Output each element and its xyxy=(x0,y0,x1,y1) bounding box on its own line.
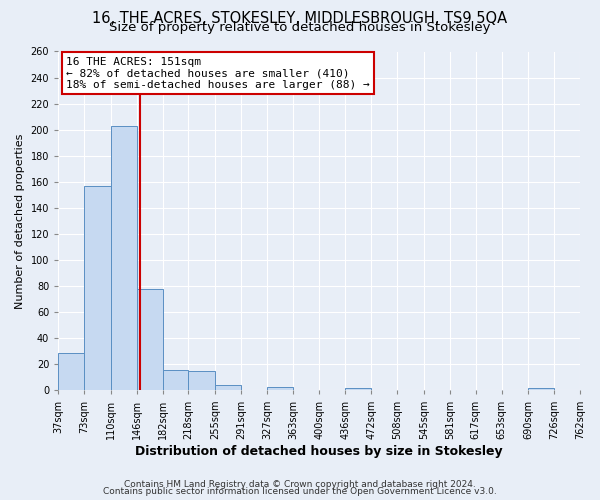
Bar xyxy=(58,352,84,391)
Bar xyxy=(267,386,293,390)
Text: 16 THE ACRES: 151sqm
← 82% of detached houses are smaller (410)
18% of semi-deta: 16 THE ACRES: 151sqm ← 82% of detached h… xyxy=(66,56,370,90)
Bar xyxy=(528,388,554,390)
Bar xyxy=(346,388,371,390)
Bar xyxy=(111,126,137,390)
Bar xyxy=(137,288,163,390)
Text: Size of property relative to detached houses in Stokesley: Size of property relative to detached ho… xyxy=(109,21,491,34)
Bar xyxy=(163,370,188,390)
Text: Contains HM Land Registry data © Crown copyright and database right 2024.: Contains HM Land Registry data © Crown c… xyxy=(124,480,476,489)
X-axis label: Distribution of detached houses by size in Stokesley: Distribution of detached houses by size … xyxy=(135,444,503,458)
Text: 16, THE ACRES, STOKESLEY, MIDDLESBROUGH, TS9 5QA: 16, THE ACRES, STOKESLEY, MIDDLESBROUGH,… xyxy=(92,11,508,26)
Bar xyxy=(215,385,241,390)
Y-axis label: Number of detached properties: Number of detached properties xyxy=(15,134,25,308)
Bar xyxy=(188,371,215,390)
Bar xyxy=(84,186,111,390)
Text: Contains public sector information licensed under the Open Government Licence v3: Contains public sector information licen… xyxy=(103,487,497,496)
